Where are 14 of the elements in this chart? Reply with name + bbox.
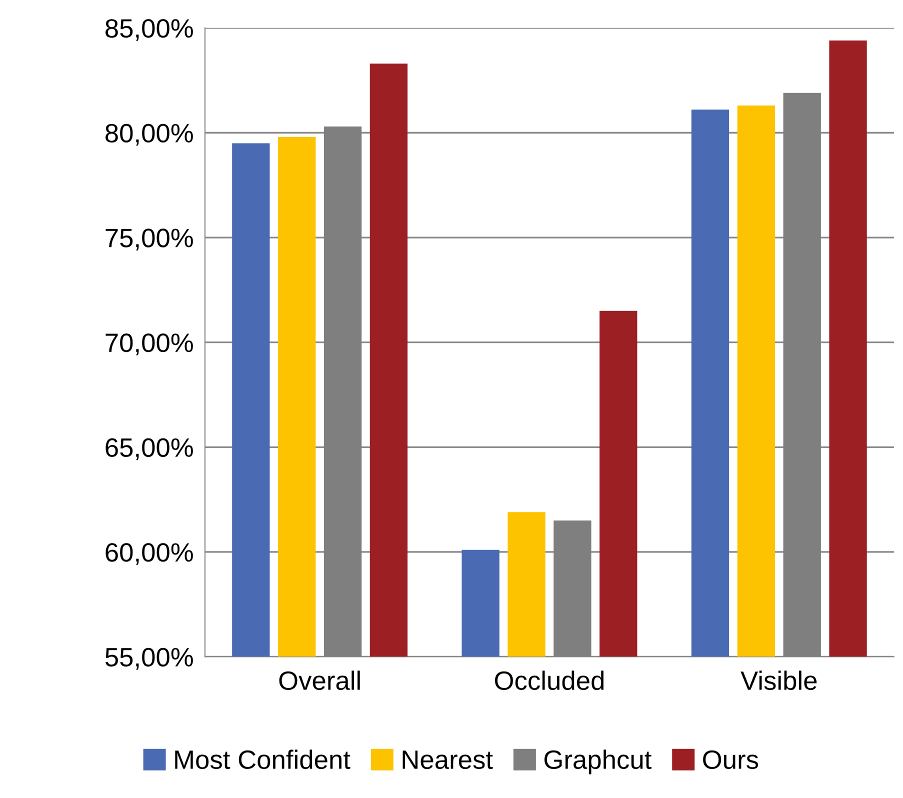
x-tick-label: Overall <box>279 670 360 690</box>
y-tick-label: 55,00% <box>105 648 193 670</box>
legend-label: Most Confident <box>175 750 350 770</box>
y-tick-label: 85,00% <box>106 19 193 41</box>
y-tick-label: 60,00% <box>106 543 193 565</box>
y-tick-label: 80,00% <box>106 124 193 146</box>
legend-label: Nearest <box>402 750 493 770</box>
y-tick-label: 65,00% <box>106 438 193 460</box>
y-tick-label: 75,00% <box>106 228 193 250</box>
x-tick-label: Visible <box>740 670 817 690</box>
x-tick-label: Occluded <box>494 670 604 690</box>
legend-label: Ours <box>703 750 758 770</box>
legend-label: Graphcut <box>544 750 652 774</box>
y-tick-label: 70,00% <box>106 333 193 356</box>
